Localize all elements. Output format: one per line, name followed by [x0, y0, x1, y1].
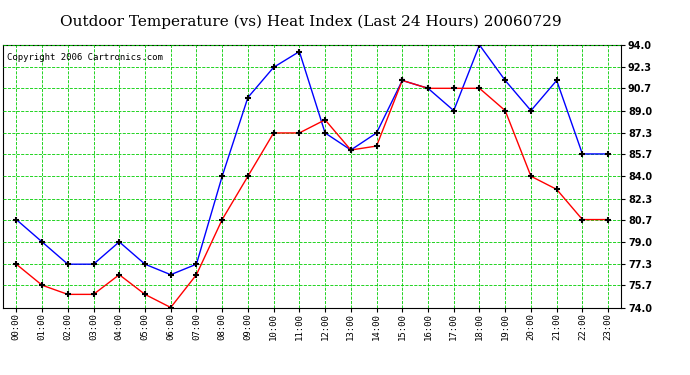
- Text: Copyright 2006 Cartronics.com: Copyright 2006 Cartronics.com: [6, 53, 162, 62]
- Text: Outdoor Temperature (vs) Heat Index (Last 24 Hours) 20060729: Outdoor Temperature (vs) Heat Index (Las…: [60, 15, 561, 29]
